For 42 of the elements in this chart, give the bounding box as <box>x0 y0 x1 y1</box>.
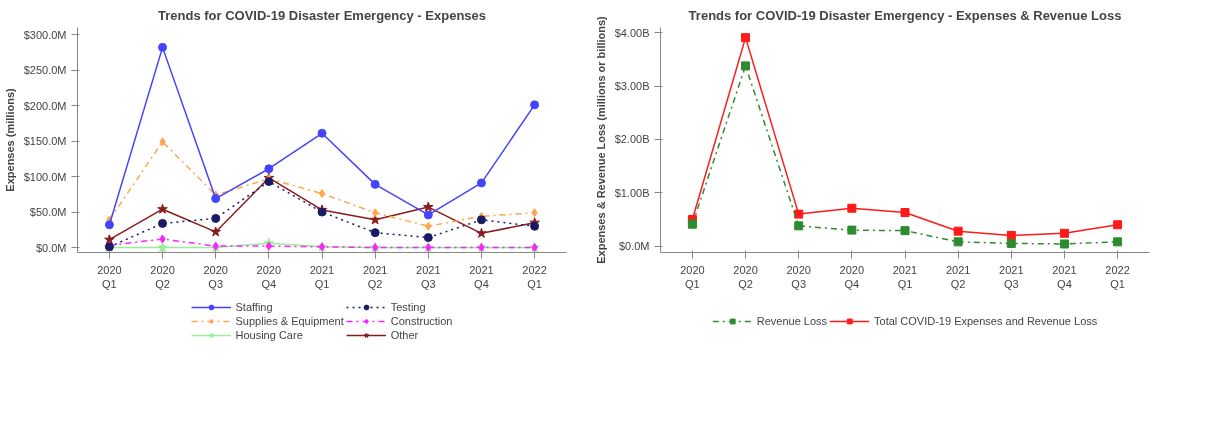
legend-label: Testing <box>390 301 426 313</box>
y-tick-label: $3.00B <box>614 80 650 93</box>
x-tick-label: 2020 Q1 <box>680 263 705 290</box>
x-tick-label: 2020 Q1 <box>97 263 122 290</box>
x-tick-label: 2022 Q1 <box>522 263 547 290</box>
legend-label: Other <box>390 329 419 341</box>
x-tick-label: 2021 Q2 <box>945 263 971 290</box>
y-tick-label: $50.0M <box>29 206 67 219</box>
x-tick-label: 2020 Q4 <box>839 263 865 290</box>
x-tick-label: 2022 Q1 <box>1105 263 1130 290</box>
x-tick-label: 2021 Q4 <box>1052 263 1077 290</box>
x-tick-label: 2020 Q2 <box>733 263 758 290</box>
chart-title: Trends for COVID-19 Disaster Emergency - Expenses & Revenue Loss <box>688 7 1122 23</box>
y-tick-label: $150.0M <box>23 135 67 148</box>
x-tick-label: 2020 Q2 <box>150 263 175 290</box>
y-tick-label: $200.0M <box>23 99 67 112</box>
y-axis-title: Expenses & Revenue Loss (millions or billions) <box>594 15 607 264</box>
y-axis-title: Expenses (millions) <box>3 88 16 192</box>
x-tick-label: 2021 Q4 <box>469 263 494 290</box>
y-tick-label: $1.00B <box>614 186 650 199</box>
x-tick-label: 2020 Q3 <box>786 263 811 290</box>
y-tick-label: $250.0M <box>23 64 67 77</box>
y-tick-label: $2.00B <box>614 133 650 146</box>
x-tick-label: 2021 Q2 <box>362 263 388 290</box>
x-tick-label: 2021 Q3 <box>999 263 1024 290</box>
y-tick-label: $100.0M <box>23 170 67 183</box>
y-tick-label: $0.0M <box>618 240 650 253</box>
chart-title: Trends for COVID-19 Disaster Emergency - Expenses <box>157 7 487 23</box>
x-tick-label: 2021 Q3 <box>416 263 441 290</box>
legend-label: Staffing <box>235 301 273 313</box>
legend-label: Construction <box>390 315 453 327</box>
y-tick-label: $4.00B <box>614 26 650 39</box>
legend-label: Supplies & Equipment <box>235 315 344 327</box>
legend-label: Housing Care <box>235 329 303 341</box>
y-tick-label: $300.0M <box>23 28 67 41</box>
x-tick-label: 2020 Q4 <box>256 263 282 290</box>
x-tick-label: 2021 Q1 <box>892 263 918 290</box>
legend-label: Revenue Loss <box>756 315 828 327</box>
legend-label: Total COVID-19 Expenses and Revenue Loss <box>874 315 1098 327</box>
x-tick-label: 2021 Q1 <box>309 263 335 290</box>
y-tick-label: $0.0M <box>35 241 67 254</box>
x-tick-label: 2020 Q3 <box>203 263 228 290</box>
